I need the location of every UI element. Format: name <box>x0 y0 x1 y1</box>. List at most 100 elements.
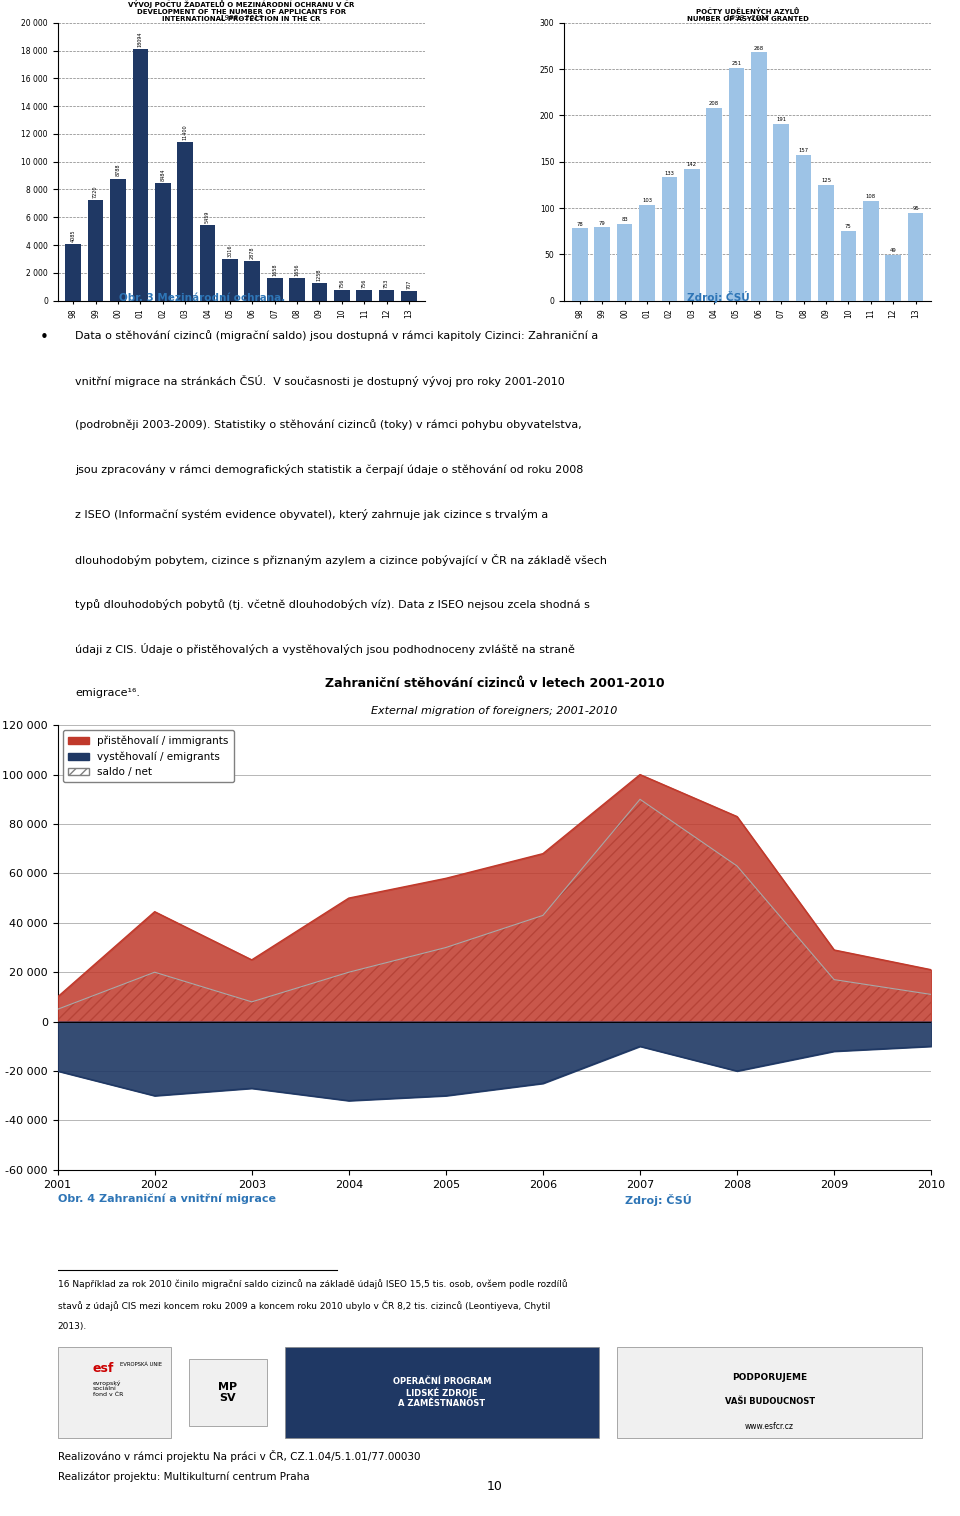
Text: 18094: 18094 <box>138 32 143 47</box>
Bar <box>594 227 610 300</box>
Text: 707: 707 <box>406 279 412 288</box>
Text: EVROPSKÁ UNIE: EVROPSKÁ UNIE <box>120 1361 161 1367</box>
Text: 16 Například za rok 2010 činilo migrační saldo cizinců na základě údajů ISEO 15,: 16 Například za rok 2010 činilo migrační… <box>58 1280 567 1289</box>
Title: POČTY UDĚLENÝCH AZYLŮ
NUMBER OF ASYLUM GRANTED: POČTY UDĚLENÝCH AZYLŮ NUMBER OF ASYLUM G… <box>686 9 808 23</box>
Bar <box>639 205 655 300</box>
Text: MP
SV: MP SV <box>218 1381 237 1404</box>
Text: 2013).: 2013). <box>58 1322 86 1331</box>
Text: esf: esf <box>92 1361 114 1375</box>
Bar <box>684 170 700 300</box>
Bar <box>178 143 193 300</box>
Text: 103: 103 <box>642 199 652 203</box>
FancyBboxPatch shape <box>58 1346 171 1439</box>
Bar <box>729 68 744 300</box>
Text: 7220: 7220 <box>93 186 98 199</box>
Bar <box>200 224 215 300</box>
Text: typů dlouhodobých pobytů (tj. včetně dlouhodobých víz). Data z ISEO nejsou zcela: typů dlouhodobých pobytů (tj. včetně dlo… <box>75 599 590 609</box>
Text: VAŠI BUDOUCNOST: VAŠI BUDOUCNOST <box>725 1398 815 1405</box>
Text: 3016: 3016 <box>228 244 232 256</box>
Text: Zdroj: ČSÚ: Zdroj: ČSÚ <box>686 291 750 303</box>
Text: údaji z CIS. Údaje o přistěhovalých a vystěhovalých jsou podhodnoceny zvláště na: údaji z CIS. Údaje o přistěhovalých a vy… <box>75 643 575 655</box>
Bar <box>312 283 327 300</box>
Text: Zahraniční stěhování cizinců v letech 2001-2010: Zahraniční stěhování cizinců v letech 20… <box>324 676 664 690</box>
Legend: přistěhovalí / immigrants, vystěhovalí / emigrants, saldo / net: přistěhovalí / immigrants, vystěhovalí /… <box>62 731 234 782</box>
Text: 1258: 1258 <box>317 268 322 280</box>
Text: 1656: 1656 <box>295 264 300 276</box>
Text: 268: 268 <box>754 45 764 50</box>
Text: 756: 756 <box>339 279 345 288</box>
Text: •: • <box>40 330 49 346</box>
Text: stavů z údajů CIS mezi koncem roku 2009 a koncem roku 2010 ubylo v ČR 8,2 tis. c: stavů z údajů CIS mezi koncem roku 2009 … <box>58 1301 550 1311</box>
Bar <box>379 290 395 300</box>
Text: vnitřní migrace na stránkách ČSÚ.  V současnosti je dostupný vývoj pro roky 2001: vnitřní migrace na stránkách ČSÚ. V souč… <box>75 374 564 387</box>
Bar <box>707 108 722 300</box>
Text: 108: 108 <box>866 194 876 199</box>
Text: 142: 142 <box>686 162 697 167</box>
Text: 753: 753 <box>384 279 389 288</box>
Text: External migration of foreigners; 2001-2010: External migration of foreigners; 2001-2… <box>372 706 617 716</box>
FancyBboxPatch shape <box>285 1346 599 1439</box>
Text: 251: 251 <box>732 61 741 67</box>
Bar <box>885 255 901 300</box>
Text: 75: 75 <box>845 224 852 229</box>
Text: 125: 125 <box>821 177 831 183</box>
Bar <box>796 155 811 300</box>
FancyBboxPatch shape <box>616 1346 923 1439</box>
Text: z ISEO (Informační systém evidence obyvatel), který zahrnuje jak cizince s trval: z ISEO (Informační systém evidence obyva… <box>75 509 548 520</box>
Text: 8788: 8788 <box>115 164 121 176</box>
Text: emigrace¹⁶.: emigrace¹⁶. <box>75 688 140 697</box>
Text: 10: 10 <box>487 1480 502 1493</box>
Text: Realizováno v rámci projektu Na práci v ČR, CZ.1.04/5.1.01/77.00030: Realizováno v rámci projektu Na práci v … <box>58 1451 420 1463</box>
Text: 1658: 1658 <box>273 264 277 276</box>
Text: evropský
sociální
fond v ČR: evropský sociální fond v ČR <box>92 1380 123 1398</box>
Text: 1998 - 2013: 1998 - 2013 <box>220 15 263 21</box>
Text: Obr. 3 Mezinárodní ochrana.: Obr. 3 Mezinárodní ochrana. <box>119 293 285 303</box>
Text: 11400: 11400 <box>182 124 187 139</box>
Bar <box>661 177 677 300</box>
Bar <box>863 200 878 300</box>
Text: 157: 157 <box>799 149 808 153</box>
Bar <box>841 230 856 300</box>
Bar <box>110 179 126 300</box>
Text: 78: 78 <box>576 221 583 226</box>
Bar <box>65 244 81 300</box>
Text: 79: 79 <box>599 221 606 226</box>
Text: 191: 191 <box>777 117 786 121</box>
Text: (podrobněji 2003-2009). Statistiky o stěhování cizinců (toky) v rámci pohybu oby: (podrobněji 2003-2009). Statistiky o stě… <box>75 420 582 431</box>
Bar <box>616 224 633 300</box>
Bar <box>356 290 372 300</box>
Text: 8484: 8484 <box>160 168 165 180</box>
Bar <box>908 212 924 300</box>
Text: 208: 208 <box>709 102 719 106</box>
Text: 756: 756 <box>362 279 367 288</box>
Text: 49: 49 <box>890 249 897 253</box>
Text: www.esfcr.cz: www.esfcr.cz <box>745 1422 794 1431</box>
Text: 95: 95 <box>912 206 919 211</box>
Bar <box>289 277 305 300</box>
Text: 1998 - 2013: 1998 - 2013 <box>726 15 769 21</box>
Text: Realizátor projektu: Multikulturní centrum Praha: Realizátor projektu: Multikulturní centr… <box>58 1472 309 1483</box>
Bar <box>222 259 238 300</box>
Text: 133: 133 <box>664 171 674 176</box>
Bar <box>87 200 104 300</box>
Text: 2878: 2878 <box>250 246 254 259</box>
FancyBboxPatch shape <box>188 1358 267 1427</box>
Bar <box>155 183 171 300</box>
Bar <box>132 49 148 300</box>
Bar <box>334 290 349 300</box>
Text: 83: 83 <box>621 217 628 221</box>
Text: OPERAČNÍ PROGRAM
LIDSKÉ ZDROJE
A ZAMĚSTNANOST: OPERAČNÍ PROGRAM LIDSKÉ ZDROJE A ZAMĚSTN… <box>393 1377 492 1408</box>
Bar <box>751 53 767 300</box>
Title: VÝVOJ POČTU ŽADATELŮ O MEZINÁRODNÍ OCHRANU V ČR
DEVELOPMENT OF THE NUMBER OF APP: VÝVOJ POČTU ŽADATELŮ O MEZINÁRODNÍ OCHRA… <box>128 0 354 23</box>
Text: Obr. 4 Zahraniční a vnitřní migrace: Obr. 4 Zahraniční a vnitřní migrace <box>58 1193 276 1204</box>
Bar <box>774 124 789 300</box>
Text: Data o stěhování cizinců (migrační saldo) jsou dostupná v rámci kapitoly Cizinci: Data o stěhování cizinců (migrační saldo… <box>75 330 598 341</box>
Text: Zdroj: ČSÚ: Zdroj: ČSÚ <box>626 1193 692 1205</box>
Text: jsou zpracovány v rámci demografických statistik a čerpají údaje o stěhování od : jsou zpracovány v rámci demografických s… <box>75 464 584 476</box>
Text: 4085: 4085 <box>71 229 76 243</box>
Text: 5459: 5459 <box>205 211 210 223</box>
Bar <box>267 277 282 300</box>
Bar <box>401 291 417 300</box>
Bar <box>572 229 588 300</box>
Bar <box>818 185 834 300</box>
